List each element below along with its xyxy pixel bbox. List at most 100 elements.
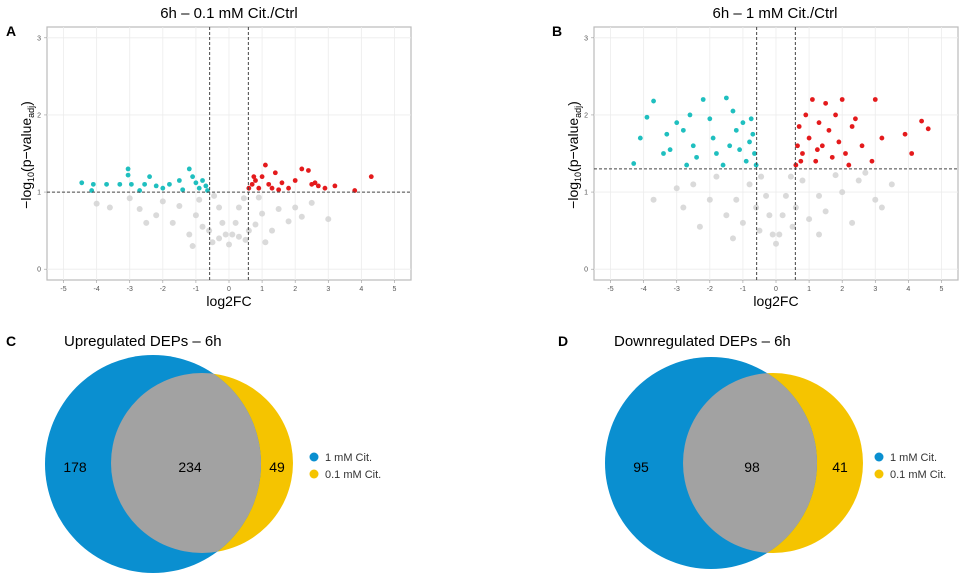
point-down-b [687, 112, 693, 118]
point-up-a [306, 168, 311, 173]
point-ns-a [298, 213, 305, 220]
x-tick-label-b: 1 [807, 286, 811, 293]
point-ns-a [199, 223, 206, 230]
point-ns-b [713, 173, 720, 180]
x-tick-label-b: 0 [774, 286, 778, 293]
point-down-b [723, 95, 729, 101]
point-ns-a [211, 192, 218, 199]
point-ns-b [696, 223, 703, 230]
x-tick-label-b: -3 [674, 286, 680, 293]
y-tick-label-b: 2 [584, 112, 588, 119]
point-down-a [117, 181, 123, 187]
point-up-b [796, 124, 802, 129]
y-tick-label-b: 3 [584, 35, 588, 42]
point-down-a [180, 187, 186, 193]
point-ns-b [763, 192, 770, 199]
point-ns-a [153, 212, 160, 219]
point-ns-b [872, 196, 879, 203]
point-ns-b [680, 204, 687, 211]
point-up-a [286, 185, 291, 191]
x-tick-label-a: -1 [193, 286, 199, 293]
x-tick-label-b: -5 [607, 286, 613, 293]
panel-letter-c: C [6, 333, 16, 349]
point-down-b [740, 120, 746, 126]
volcano-plot-b: -5 -4 -3 -2 -1 0 1 2 3 4 5 0 1 2 3 [584, 26, 959, 293]
point-down-a [196, 185, 202, 191]
point-up-b [806, 135, 812, 141]
point-ns-b [739, 219, 746, 226]
point-down-b [694, 154, 699, 160]
point-down-a [160, 185, 166, 191]
point-down-a [125, 172, 131, 178]
point-ns-a [126, 195, 133, 202]
point-up-a [292, 178, 298, 183]
point-ns-b [650, 196, 657, 203]
point-ns-a [176, 202, 183, 209]
x-tick-label-a: -4 [94, 286, 100, 293]
point-ns-a [252, 221, 259, 228]
point-ns-a [292, 204, 299, 211]
point-up-b [879, 135, 885, 141]
y-tick-label-a: 1 [37, 190, 41, 197]
point-ns-b [799, 177, 806, 184]
legend-label-0.1mM-d: 0.1 mM Cit. [890, 469, 946, 481]
plot-title-b: 6h – 1 mM Cit./Ctrl [712, 5, 837, 22]
point-ns-b [782, 192, 789, 199]
point-down-b [667, 147, 673, 153]
point-down-b [752, 151, 757, 156]
point-down-b [714, 151, 719, 156]
point-up-a [251, 174, 257, 180]
point-ns-b [673, 185, 680, 192]
point-down-b [664, 131, 670, 137]
x-tick-label-b: 4 [906, 286, 910, 293]
point-ns-a [196, 196, 203, 203]
point-down-a [200, 178, 205, 183]
x-tick-label-b: 3 [873, 286, 877, 293]
panel-letter-d: D [558, 333, 568, 349]
point-up-b [836, 139, 842, 145]
point-down-b [720, 162, 726, 168]
point-up-b [814, 147, 820, 153]
point-down-b [747, 139, 752, 145]
point-ns-a [232, 219, 239, 226]
volcano-plot-a: -5 -4 -3 -2 -1 0 1 2 3 4 5 0 1 2 3 [37, 26, 412, 293]
point-ns-a [325, 216, 332, 223]
legend-label-1mM-d: 1 mM Cit. [890, 452, 937, 464]
venn-count-0.1mM-only-c: 49 [269, 459, 285, 475]
legend-swatch-1mM-c [309, 452, 319, 462]
point-up-a [315, 183, 321, 189]
point-up-b [810, 97, 815, 102]
panel-letter-a: A [6, 23, 16, 39]
point-up-b [803, 112, 809, 118]
point-down-b [710, 135, 716, 141]
point-ns-a [136, 206, 143, 213]
point-down-a [167, 181, 172, 187]
point-ns-b [862, 169, 869, 176]
point-up-a [266, 181, 272, 187]
point-ns-b [789, 223, 796, 230]
venn-overlap-c [111, 373, 261, 553]
point-down-a [128, 181, 134, 187]
y-tick-label-b: 1 [584, 190, 588, 197]
point-ns-a [159, 198, 166, 205]
point-down-b [743, 158, 749, 164]
point-down-a [193, 180, 199, 186]
point-ns-a [216, 235, 223, 242]
point-down-a [142, 181, 148, 187]
legend-swatch-0.1mM-c [309, 469, 319, 479]
point-up-b [839, 97, 845, 102]
point-up-b [795, 143, 800, 149]
x-tick-label-a: 5 [393, 286, 397, 293]
point-down-b [748, 116, 754, 122]
point-up-a [269, 185, 275, 191]
point-ns-a [255, 194, 262, 201]
point-ns-a [226, 241, 232, 248]
point-down-a [79, 180, 85, 186]
point-down-b [750, 131, 756, 137]
point-up-a [322, 185, 328, 191]
point-ns-b [849, 219, 856, 226]
venn-count-1mM-only-d: 95 [633, 459, 649, 475]
point-up-a [312, 180, 318, 186]
point-ns-a [143, 219, 150, 226]
point-up-b [843, 151, 848, 156]
